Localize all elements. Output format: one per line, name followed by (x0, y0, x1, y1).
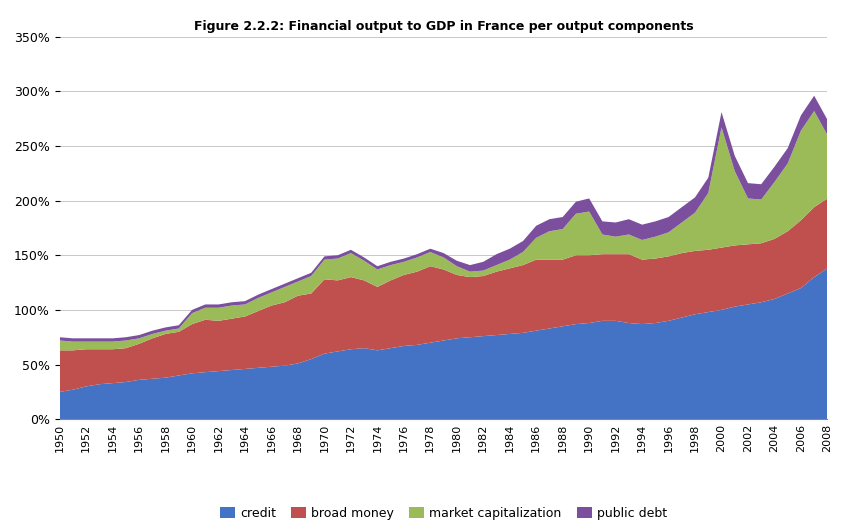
Title: Figure 2.2.2: Financial output to GDP in France per output components: Figure 2.2.2: Financial output to GDP in… (193, 20, 693, 32)
Legend: credit, broad money, market capitalization, public debt: credit, broad money, market capitalizati… (216, 502, 671, 524)
